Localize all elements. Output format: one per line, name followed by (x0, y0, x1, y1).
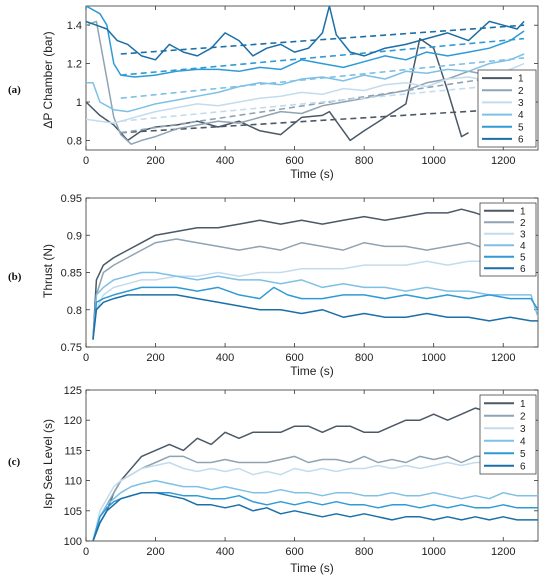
x-tick-label: 600 (285, 155, 303, 167)
legend-box (479, 202, 537, 277)
legend-label-4: 4 (520, 241, 526, 252)
x-tick-label: 200 (146, 155, 164, 167)
x-tick-label: 400 (216, 352, 234, 364)
y-tick-label: 110 (64, 476, 82, 488)
y-tick-label: 0.85 (61, 268, 82, 280)
series-line-3 (86, 62, 525, 124)
trend-line-1 (120, 108, 497, 134)
trend-line-4 (120, 57, 525, 99)
y-tick-label: 0.8 (67, 305, 82, 317)
y-tick-label: 105 (64, 506, 82, 518)
y-tick-label: 115 (64, 445, 82, 457)
series-line-5 (92, 286, 538, 340)
x-tick-label: 800 (355, 155, 373, 167)
series-line-5 (92, 491, 538, 541)
y-tick-label: 0.9 (67, 230, 82, 242)
x-tick-label: 800 (355, 546, 373, 558)
x-tick-label: 800 (355, 352, 373, 364)
x-axis-label: Time (s) (290, 561, 334, 575)
y-tick-label: 125 (64, 385, 82, 397)
panel-letter: (b) (8, 271, 22, 283)
x-tick-label: 1200 (491, 546, 515, 558)
legend-label-5: 5 (520, 252, 526, 263)
series-line-4 (86, 53, 525, 113)
trend-line-6 (120, 24, 525, 55)
series-line-2 (92, 234, 525, 340)
legend-label-6: 6 (518, 134, 524, 145)
series-line-3 (92, 455, 532, 541)
series-line-5 (86, 6, 525, 78)
series-line-1 (92, 208, 487, 340)
legend-label-2: 2 (520, 411, 526, 422)
x-tick-label: 0 (83, 155, 89, 167)
y-tick-label: 0.8 (67, 135, 82, 147)
legend-label-4: 4 (518, 110, 524, 121)
x-axis-label: Time (s) (290, 364, 334, 378)
legend-label-5: 5 (518, 122, 524, 133)
y-axis-label: Thrust (N) (41, 244, 55, 298)
legend-label-5: 5 (520, 449, 526, 460)
series-line-4 (92, 479, 538, 541)
y-tick-label: 0.75 (61, 342, 82, 354)
trend-line-5 (120, 37, 525, 76)
trend-line-2 (120, 72, 525, 134)
x-tick-label: 0 (83, 546, 89, 558)
legend-label-6: 6 (520, 461, 526, 472)
x-tick-label: 1000 (421, 155, 445, 167)
legend-box (477, 69, 537, 148)
y-tick-label: 1 (76, 97, 82, 109)
x-tick-label: 1000 (421, 546, 445, 558)
y-tick-label: 0.95 (61, 193, 82, 205)
legend-label-2: 2 (518, 86, 524, 97)
panel-c: (c) Isp Sea Level (s) Time (s) 0 200 400 60… (8, 385, 539, 575)
series-group (86, 6, 525, 145)
y-tick-label: 120 (64, 415, 82, 427)
legend-label-4: 4 (520, 436, 526, 447)
x-tick-label: 400 (216, 546, 234, 558)
series-line-1 (92, 407, 487, 541)
series-line-6 (92, 294, 538, 340)
x-tick-label: 200 (146, 352, 164, 364)
legend-label-1: 1 (520, 206, 526, 217)
x-tick-label: 1000 (421, 352, 445, 364)
x-tick-label: 0 (83, 352, 89, 364)
panel-letter: (c) (8, 456, 21, 468)
series-line-3 (92, 256, 532, 340)
plot-frame (85, 389, 539, 542)
x-tick-label: 600 (285, 352, 303, 364)
x-tick-label: 1200 (491, 352, 515, 364)
x-tick-label: 200 (146, 546, 164, 558)
x-tick-label: 1200 (491, 155, 515, 167)
trend-line-3 (120, 82, 525, 122)
series-group (92, 407, 538, 541)
x-axis-label: Time (s) (290, 167, 334, 181)
legend-label-2: 2 (520, 218, 526, 229)
legend-box (479, 394, 537, 475)
x-tick-label: 400 (216, 155, 234, 167)
series-group (92, 208, 538, 340)
panel-letter: (a) (8, 84, 21, 96)
legend-label-1: 1 (518, 74, 524, 85)
legend-label-3: 3 (520, 424, 526, 435)
series-line-1 (86, 37, 469, 142)
panel-a: (a) ΔP Chamber (bar) Time (s) 0 200 400 600… (8, 5, 539, 181)
legend-label-6: 6 (520, 264, 526, 275)
y-tick-label: 1.4 (67, 20, 82, 32)
series-line-4 (92, 271, 538, 340)
legend-label-3: 3 (520, 229, 526, 240)
series-line-2 (92, 449, 525, 541)
y-tick-label: 100 (64, 536, 82, 548)
series-line-6 (92, 491, 538, 541)
legend-label-3: 3 (518, 98, 524, 109)
series-line-6 (86, 6, 525, 61)
x-tick-label: 600 (285, 546, 303, 558)
y-axis-label: Isp Sea Level (s) (41, 419, 55, 509)
panel-b: (b) Thrust (N) Time (s) 0 200 400 600 800 100… (8, 193, 539, 378)
y-axis-label: ΔP Chamber (bar) (41, 31, 55, 128)
y-tick-label: 1.2 (67, 59, 82, 71)
plot-frame (85, 5, 539, 151)
legend-label-1: 1 (520, 399, 526, 410)
